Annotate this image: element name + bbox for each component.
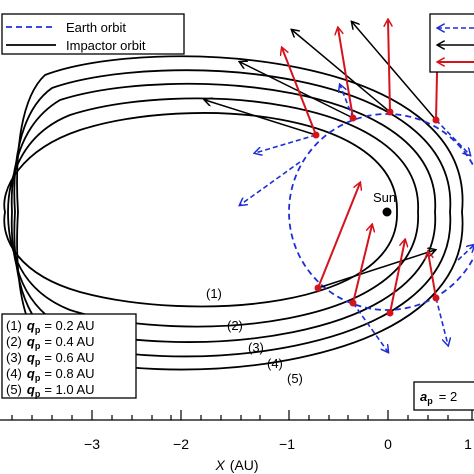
red-arrow xyxy=(317,183,360,289)
legend-q-row-2: (2) qp = 0.4 AU xyxy=(6,334,95,351)
impact-point xyxy=(349,114,357,122)
impact-points xyxy=(312,108,440,317)
red-arrow xyxy=(389,240,405,314)
black-arrow xyxy=(240,62,354,119)
x-axis-title: X (AU) xyxy=(214,457,258,473)
legend-q-row-4: (4) qp = 0.8 AU xyxy=(6,366,95,383)
impactor-orbit-1 xyxy=(3,112,398,308)
impact-point xyxy=(432,294,440,302)
blue-arrow xyxy=(435,297,448,345)
legend-earth-label: Earth orbit xyxy=(66,20,126,35)
x-axis: −3 −2 −1 0 1 X (AU) xyxy=(0,410,474,473)
earth-orbit xyxy=(288,113,474,311)
x-tick-label: −2 xyxy=(173,436,189,452)
black-arrow xyxy=(205,100,317,136)
blue-arrow xyxy=(255,134,317,153)
x-tick-label: 0 xyxy=(384,436,392,452)
black-arrow xyxy=(292,30,391,113)
impactor-orbits xyxy=(3,55,464,371)
blue-arrow xyxy=(457,245,474,261)
x-tick-label: −3 xyxy=(84,436,100,452)
legend-q-row-5: (5) qp = 1.0 AU xyxy=(6,382,95,399)
orbit-label-2: (2) xyxy=(227,318,243,333)
x-tick-label: −1 xyxy=(279,436,295,452)
impactor-orbit-5 xyxy=(16,55,464,371)
legend-q-row-1: (1) qp = 0.2 AU xyxy=(6,318,95,335)
legend-arrows xyxy=(429,13,474,73)
impactor-orbit-4 xyxy=(13,69,451,358)
x-axis-ticks xyxy=(11,410,473,420)
blue-arrow xyxy=(240,161,301,205)
legend-impactor-label: Impactor orbit xyxy=(66,38,146,53)
sun-label: Sun xyxy=(373,190,396,205)
impact-point xyxy=(386,108,394,116)
red-arrow xyxy=(338,28,354,119)
impactor-orbit-2 xyxy=(7,97,419,328)
impact-point xyxy=(314,284,322,292)
sun-marker xyxy=(382,207,392,217)
impactor-orbit-3 xyxy=(10,82,436,343)
impact-point xyxy=(432,116,440,124)
orbit-label-1: (1) xyxy=(206,286,222,301)
red-arrow xyxy=(282,48,317,136)
x-tick-label: 1 xyxy=(464,436,472,452)
red-arrow xyxy=(428,252,437,299)
blue-arrow xyxy=(340,85,354,119)
impact-point xyxy=(349,299,357,307)
orbit-label-3: (3) xyxy=(248,340,264,355)
legend-q-row-3: (3) qp = 0.6 AU xyxy=(6,350,95,367)
blue-arrow xyxy=(435,119,470,155)
ap-box: ap = 2 xyxy=(413,381,474,411)
black-arrow xyxy=(317,250,435,289)
orbit-label-5: (5) xyxy=(287,371,303,386)
impact-point xyxy=(312,131,320,139)
ap-label: ap = 2 xyxy=(420,389,457,406)
blue-arrow xyxy=(352,302,388,352)
red-arrow xyxy=(388,20,390,113)
impact-point xyxy=(386,309,394,317)
legend-bottom: (1) qp = 0.2 AU (2) qp = 0.4 AU (3) qp = 0.6 A… xyxy=(1,313,137,399)
black-arrow xyxy=(352,22,437,121)
red-arrow xyxy=(352,225,372,304)
legend-top: Earth orbit Impactor orbit xyxy=(1,13,185,55)
orbit-label-4: (4) xyxy=(267,356,283,371)
